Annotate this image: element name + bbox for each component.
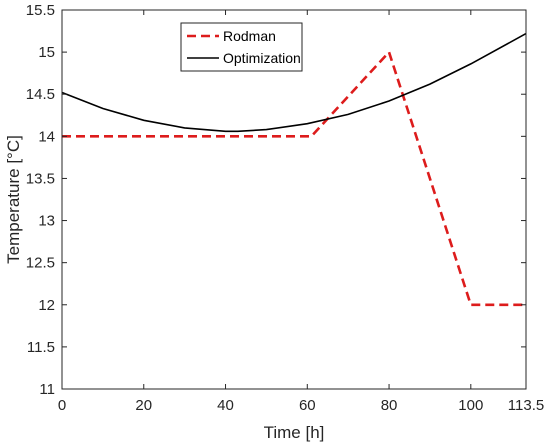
axes-frame [61,9,527,390]
y-tick-label: 15.5 [26,2,55,19]
y-tick-label: 15 [38,44,55,61]
x-axis-label: Time [h] [264,423,325,442]
legend-box [180,22,303,72]
y-tick-label: 14.5 [26,86,55,103]
axes: 0 20 40 60 80 100 113.5 11 11.5 12 12.5 13 13.5 14 14.… [26,2,544,414]
y-tick-label: 11 [39,381,55,398]
y-tick-label: 11.5 [27,339,55,356]
legend: Rodman Optimization [180,22,303,72]
y-tick-label: 12.5 [26,255,55,272]
plot-area [61,32,527,307]
x-tick-label: 60 [299,397,316,414]
x-tick-label: 20 [135,397,152,414]
x-tick-label: 40 [217,397,234,414]
x-tick-label: 80 [381,397,398,414]
x-tick-label: 0 [58,397,66,414]
legend-label-rodman: Rodman [223,28,276,44]
y-axis-label: Temperature [°C] [4,135,23,264]
y-tick-label: 13.5 [26,170,55,187]
y-tick-label: 12 [38,297,55,314]
series-line-optimization [61,32,527,133]
legend-label-optimization: Optimization [223,50,301,66]
series-line-rodman [62,49,526,307]
x-tick-label: 100 [458,397,483,414]
y-tick-label: 13 [38,213,55,230]
x-tick-label: 113.5 [508,397,544,414]
y-tick-label: 14 [38,128,55,145]
